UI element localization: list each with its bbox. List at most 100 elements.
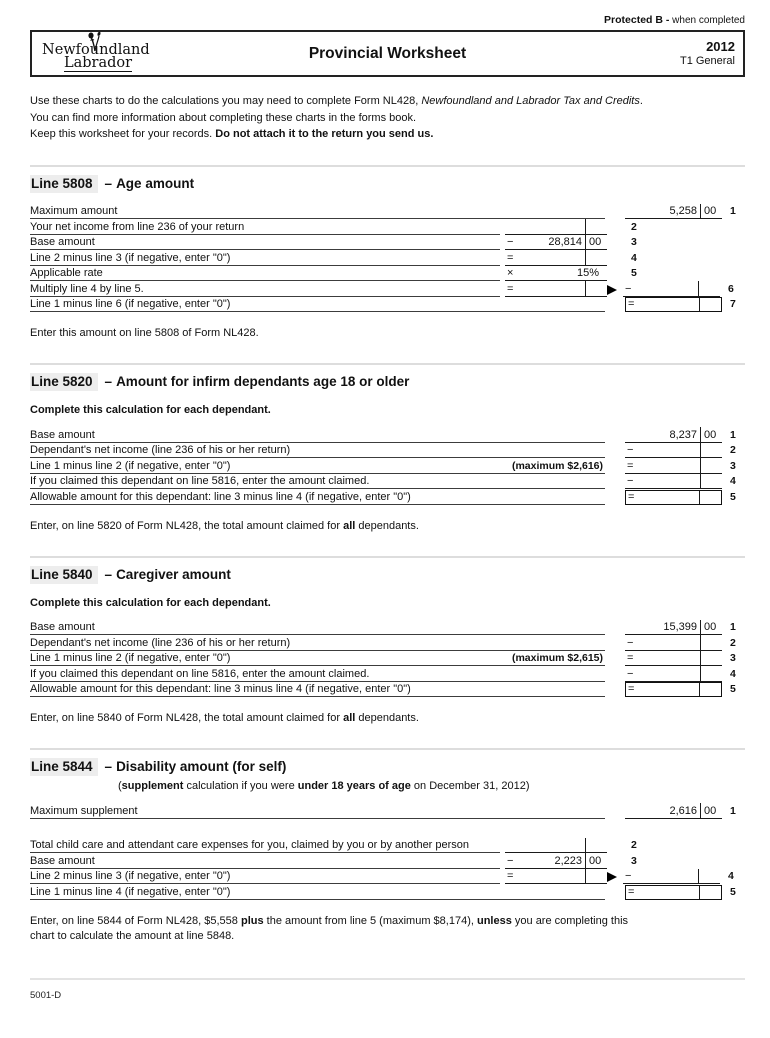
amount-input[interactable] — [505, 837, 607, 853]
operator: = — [628, 683, 635, 695]
row-label: Base amount — [30, 236, 95, 248]
operator: − — [627, 444, 634, 456]
row-label: Line 1 minus line 4 (if negative, enter … — [30, 885, 231, 898]
intro-line-3: Keep this worksheet for your records. Do… — [30, 128, 434, 140]
carry-arrow-icon — [607, 284, 617, 295]
section-line-5808: Line 5808– Age amount Maximum amount 5,25… — [30, 164, 745, 342]
amount-input[interactable]: − — [625, 635, 722, 651]
row-label: Line 1 minus line 2 (if negative, enter … — [30, 459, 231, 472]
calc-row: Dependant's net income (line 236 of his … — [30, 442, 745, 458]
line-number: 5 — [730, 885, 736, 898]
rate-printed: × 15% — [505, 266, 607, 281]
amount-input[interactable]: = — [505, 250, 607, 266]
form-type: T1 General — [679, 54, 735, 67]
amount-input[interactable]: − — [623, 281, 720, 297]
cents-cell: 00 — [700, 803, 722, 818]
logo-text-line2: Labrador — [64, 54, 133, 72]
cents-cell: 00 — [700, 427, 722, 442]
calc-row: Maximum supplement 2,616 00 1 — [30, 803, 745, 819]
section-title: Age amount — [116, 175, 195, 191]
operator: = — [507, 870, 514, 882]
calc-row: Base amount − 28,814 00 3 — [30, 234, 745, 250]
line-number: 2 — [631, 220, 637, 233]
line-number: 2 — [631, 839, 637, 851]
line-number-chip: Line 5844 — [30, 758, 98, 776]
total-box[interactable]: = — [625, 489, 722, 505]
line-number: 3 — [730, 652, 736, 664]
operator: − — [507, 854, 514, 867]
section-title: Amount for infirm dependants age 18 or o… — [116, 374, 410, 389]
calc-row: Allowable amount for this dependant: lin… — [30, 489, 745, 505]
section-heading-5808: Line 5808– Age amount — [30, 174, 195, 193]
page-title: Provincial Worksheet — [308, 44, 467, 62]
cents-cell — [585, 219, 607, 234]
row-label: If you claimed this dependant on line 58… — [30, 475, 370, 487]
row-label: Line 1 minus line 6 (if negative, enter … — [30, 298, 231, 310]
calc-row: Applicable rate × 15% 5 — [30, 266, 745, 281]
line-number: 5 — [631, 267, 637, 279]
amount-input[interactable]: − — [625, 473, 722, 489]
line-number: 4 — [730, 475, 736, 487]
operator: = — [507, 282, 514, 295]
line-number: 1 — [730, 205, 736, 217]
amount-input[interactable]: = — [625, 458, 722, 474]
amount-printed: 8,237 00 — [625, 427, 722, 443]
operator: = — [507, 251, 514, 264]
section-instruction: Complete this calculation for each depen… — [30, 596, 271, 609]
calc-row: Line 1 minus line 2 (if negative, enter … — [30, 458, 745, 474]
cents-cell: 00 — [700, 619, 722, 634]
calc-row: If you claimed this dependant on line 58… — [30, 666, 745, 682]
amount-input[interactable] — [505, 219, 607, 235]
row-label: Dependant's net income (line 236 of his … — [30, 636, 291, 649]
cents-cell — [700, 442, 722, 457]
row-label: Base amount — [30, 621, 95, 633]
section-note: Enter, on line 5840 of Form NL428, the t… — [30, 712, 419, 724]
line-number: 6 — [728, 282, 734, 295]
total-box[interactable]: = — [625, 297, 722, 312]
carry-arrow-icon — [607, 872, 617, 882]
calc-row: Maximum amount 5,258 00 1 — [30, 203, 745, 219]
amount-input[interactable]: = — [625, 650, 722, 666]
total-box[interactable]: = — [625, 884, 722, 900]
amount-input[interactable]: = — [505, 868, 607, 884]
amount-input[interactable]: − — [625, 442, 722, 458]
calc-row: Line 2 minus line 3 (if negative, enter … — [30, 868, 745, 884]
total-box[interactable]: = — [625, 682, 722, 697]
amount-input[interactable]: = — [505, 281, 607, 297]
footer-divider — [30, 977, 745, 980]
calc-row: Total child care and attendant care expe… — [30, 837, 745, 853]
cents-cell — [585, 868, 607, 883]
amount-printed: 2,616 00 — [625, 803, 722, 819]
year-block: 2012 T1 General — [680, 39, 743, 69]
province-logo: Newfoundland Labrador — [32, 31, 202, 72]
section-note: Enter this amount on line 5808 of Form N… — [30, 327, 259, 339]
amount-input[interactable]: − — [625, 666, 722, 682]
row-label: Line 1 minus line 2 (if negative, enter … — [30, 652, 231, 664]
row-label: Your net income from line 236 of your re… — [30, 220, 245, 233]
cents-cell — [698, 281, 720, 296]
intro-paragraph: Use these charts to do the calculations … — [30, 93, 745, 143]
cents-cell — [698, 868, 720, 883]
line-number: 2 — [730, 444, 736, 456]
row-label: Allowable amount for this dependant: lin… — [30, 683, 411, 695]
cents-cell — [585, 837, 607, 852]
calc-row: Multiply line 4 by line 5. = − 6 — [30, 281, 745, 297]
calc-row: Base amount 15,399 00 1 — [30, 619, 745, 635]
line-number: 1 — [730, 428, 736, 441]
calc-row: Dependant's net income (line 236 of his … — [30, 635, 745, 651]
row-label: Total child care and attendant care expe… — [30, 839, 470, 851]
section-title: Caregiver amount — [116, 566, 231, 582]
section-divider — [30, 555, 745, 558]
worksheet-page: Protected B - when completed Newfoundlan… — [0, 14, 770, 1001]
calc-row: If you claimed this dependant on line 58… — [30, 473, 745, 489]
amount-input[interactable]: − — [623, 868, 720, 884]
amount-printed: 5,258 00 — [625, 203, 722, 219]
cents-cell — [699, 298, 721, 311]
operator: × — [507, 267, 514, 279]
protected-banner: Protected B - when completed — [30, 14, 745, 26]
calc-row: Line 1 minus line 6 (if negative, enter … — [30, 297, 745, 312]
cents-cell: 00 — [700, 203, 722, 218]
operator: − — [625, 282, 632, 295]
row-label: Line 2 minus line 3 (if negative, enter … — [30, 251, 231, 264]
line-number: 4 — [631, 251, 637, 264]
